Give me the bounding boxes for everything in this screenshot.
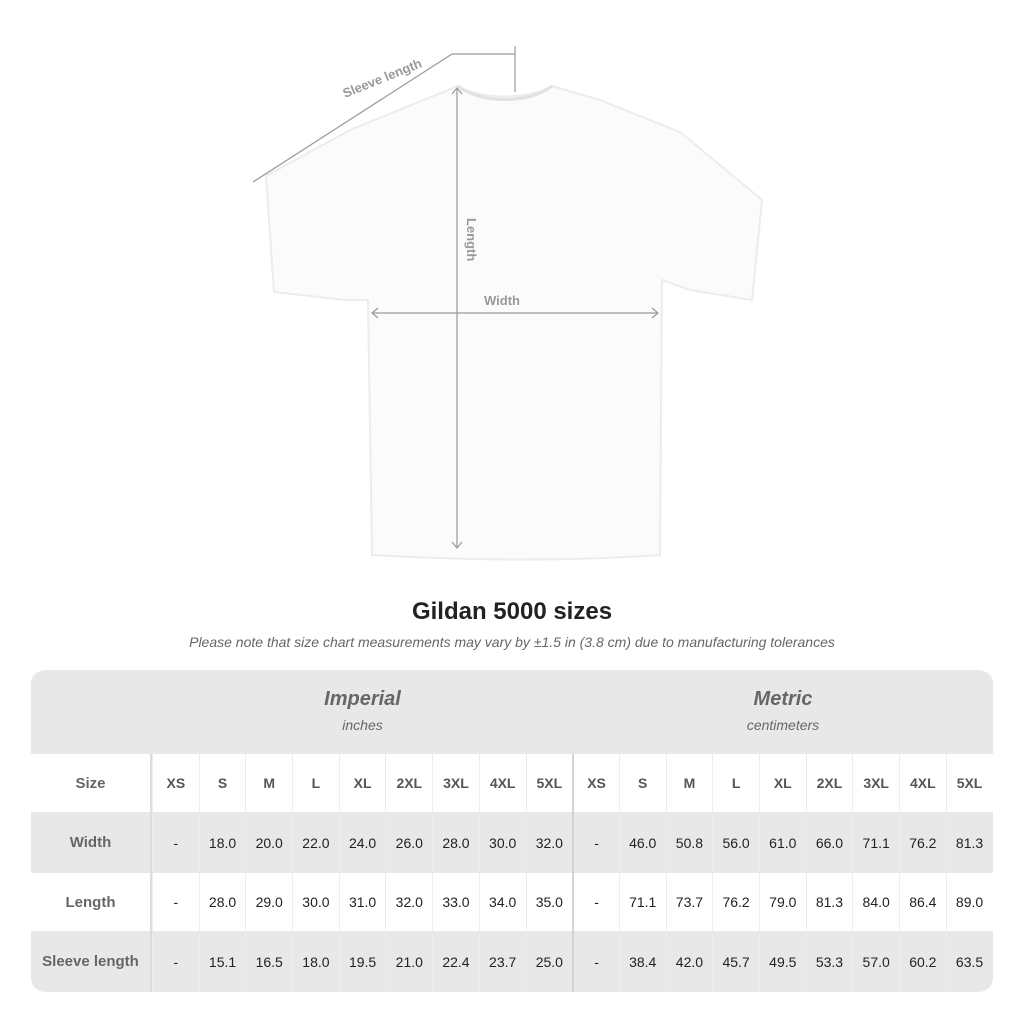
table-cell: M xyxy=(245,754,292,812)
table-cell: 49.5 xyxy=(758,931,806,992)
table-cell: 2XL xyxy=(805,754,853,812)
table-cell: 45.7 xyxy=(712,931,759,992)
table-cell: 33.0 xyxy=(432,873,479,931)
table-cell: 22.0 xyxy=(292,812,339,873)
table-cell: 28.0 xyxy=(432,812,479,873)
table-cell: 16.5 xyxy=(245,931,292,992)
table-cell: 3XL xyxy=(432,754,479,812)
table-cell: 57.0 xyxy=(852,931,899,992)
table-cell: 5XL xyxy=(945,754,993,812)
table-cell: S xyxy=(618,754,666,812)
table-cell: 76.2 xyxy=(712,873,759,931)
table-cell: L xyxy=(292,754,339,812)
table-cell: 71.1 xyxy=(852,812,899,873)
table-cell: 46.0 xyxy=(618,812,666,873)
table-cell: 19.5 xyxy=(338,931,386,992)
table-cell: 35.0 xyxy=(525,873,573,931)
row-label: Width xyxy=(31,812,152,873)
table-cell: L xyxy=(712,754,759,812)
row-label: Sleeve length xyxy=(31,931,152,992)
table-cell: 60.2 xyxy=(899,931,946,992)
table-cell: M xyxy=(665,754,713,812)
tshirt-diagram: Sleeve length Length Width xyxy=(252,46,764,561)
table-cell: 50.8 xyxy=(665,812,713,873)
table-cell: 22.4 xyxy=(432,931,479,992)
table-cell: 28.0 xyxy=(198,873,246,931)
size-table: Imperial inches Metric centimeters Size X… xyxy=(31,670,993,992)
table-cell: 84.0 xyxy=(852,873,899,931)
imperial-heading: Imperial xyxy=(324,688,401,710)
sleeve-length-label: Sleeve length xyxy=(341,55,424,100)
table-cell: - xyxy=(572,873,619,931)
table-cell: - xyxy=(152,931,199,992)
row-label: Length xyxy=(31,873,152,931)
table-cell: 30.0 xyxy=(292,873,339,931)
tolerance-note: Please note that size chart measurements… xyxy=(189,634,835,650)
table-cell: 61.0 xyxy=(758,812,806,873)
table-cell: 18.0 xyxy=(292,931,339,992)
table-cell: 86.4 xyxy=(899,873,946,931)
metric-header: Metric centimeters xyxy=(573,670,993,754)
table-cell: 4XL xyxy=(478,754,526,812)
table-cell: 15.1 xyxy=(198,931,246,992)
table-cell: 66.0 xyxy=(805,812,853,873)
table-cell: 81.3 xyxy=(805,873,853,931)
table-cell: 25.0 xyxy=(525,931,573,992)
table-cell: XL xyxy=(338,754,386,812)
table-cell: 71.1 xyxy=(618,873,666,931)
table-cell: 29.0 xyxy=(245,873,292,931)
metric-heading: Metric xyxy=(753,688,813,710)
table-row: Width -18.0 20.0 22.0 24.0 26.0 28.0 30.0 32.0-4… xyxy=(31,812,993,873)
width-label: Width xyxy=(484,293,520,308)
table-cell: S xyxy=(198,754,246,812)
table-cell: XS xyxy=(152,754,199,812)
table-cell: 31.0 xyxy=(338,873,386,931)
table-cell: 53.3 xyxy=(805,931,853,992)
table-cell: 2XL xyxy=(385,754,432,812)
table-cell: 5XL xyxy=(525,754,573,812)
table-cell: 73.7 xyxy=(665,873,713,931)
table-cell: 23.7 xyxy=(478,931,526,992)
page-title: Gildan 5000 sizes xyxy=(411,598,613,625)
table-cell: 63.5 xyxy=(945,931,993,992)
table-cell: 56.0 xyxy=(712,812,759,873)
table-cell: 89.0 xyxy=(945,873,993,931)
table-cell: - xyxy=(152,873,199,931)
table-cell: - xyxy=(572,931,619,992)
table-cell: XS xyxy=(572,754,619,812)
table-cell: 34.0 xyxy=(478,873,526,931)
metric-unit: centimeters xyxy=(746,717,820,733)
sleeve-measure-line xyxy=(252,53,453,183)
table-cell: 18.0 xyxy=(198,812,246,873)
tshirt-image xyxy=(264,84,764,561)
table-cell: 79.0 xyxy=(758,873,806,931)
table-cell: 20.0 xyxy=(245,812,292,873)
row-label: Size xyxy=(31,754,152,812)
table-cell: 38.4 xyxy=(618,931,666,992)
size-header-row: Size XS S M L XL 2XL 3XL 4XL 5XL XS S M L XL 2XL 3XL 4XL 5… xyxy=(31,754,993,812)
table-cell: 81.3 xyxy=(945,812,993,873)
imperial-unit: inches xyxy=(342,717,383,733)
table-cell: 21.0 xyxy=(385,931,432,992)
table-cell: 30.0 xyxy=(478,812,526,873)
table-cell: 42.0 xyxy=(665,931,713,992)
table-cell: - xyxy=(572,812,619,873)
table-cell: 4XL xyxy=(899,754,946,812)
table-cell: 24.0 xyxy=(338,812,386,873)
table-cell: XL xyxy=(758,754,806,812)
table-cell: 3XL xyxy=(852,754,899,812)
imperial-header: Imperial inches xyxy=(152,670,573,754)
table-cell: 32.0 xyxy=(385,873,432,931)
table-cell: 32.0 xyxy=(525,812,573,873)
table-cell: 76.2 xyxy=(899,812,946,873)
table-cell: 26.0 xyxy=(385,812,432,873)
table-row: Sleeve length -15.1 16.5 18.0 19.5 21.0 22.4 23… xyxy=(31,931,993,992)
table-cell: - xyxy=(152,812,199,873)
length-label: Length xyxy=(464,218,479,261)
table-row: Length -28.0 29.0 30.0 31.0 32.0 33.0 34.0 35.0-… xyxy=(31,873,993,931)
